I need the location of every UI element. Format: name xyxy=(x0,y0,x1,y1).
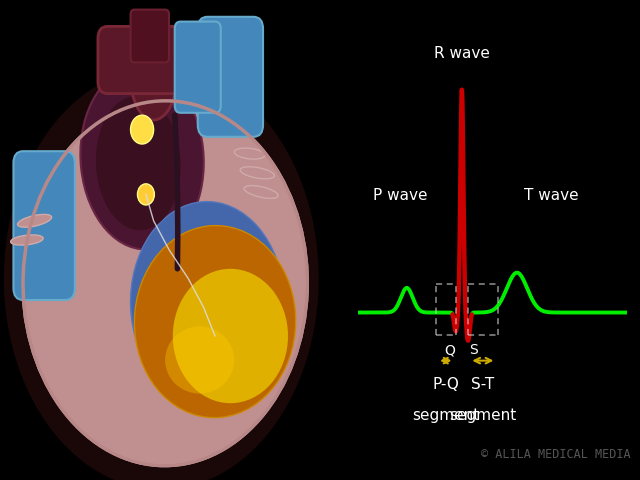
Ellipse shape xyxy=(4,67,319,480)
Ellipse shape xyxy=(234,148,265,159)
Ellipse shape xyxy=(23,101,307,466)
Text: segment: segment xyxy=(449,408,516,422)
Text: P-Q: P-Q xyxy=(433,377,459,392)
FancyBboxPatch shape xyxy=(198,17,263,137)
Text: © ALILA MEDICAL MEDIA: © ALILA MEDICAL MEDIA xyxy=(481,448,630,461)
Ellipse shape xyxy=(240,167,275,179)
Text: Q: Q xyxy=(444,343,455,357)
FancyBboxPatch shape xyxy=(175,22,221,113)
FancyBboxPatch shape xyxy=(131,10,169,62)
Ellipse shape xyxy=(11,235,43,245)
Ellipse shape xyxy=(134,226,296,418)
Ellipse shape xyxy=(81,68,204,249)
Ellipse shape xyxy=(131,202,284,403)
Text: S-T: S-T xyxy=(471,377,495,392)
Text: S: S xyxy=(469,343,478,357)
Text: segment: segment xyxy=(412,408,479,422)
FancyBboxPatch shape xyxy=(98,26,186,94)
Text: P wave: P wave xyxy=(373,188,428,203)
Ellipse shape xyxy=(96,96,180,230)
Ellipse shape xyxy=(173,269,288,403)
Ellipse shape xyxy=(131,34,177,120)
Ellipse shape xyxy=(244,186,278,198)
FancyBboxPatch shape xyxy=(13,151,75,300)
Circle shape xyxy=(131,115,154,144)
Ellipse shape xyxy=(165,326,234,394)
Text: R wave: R wave xyxy=(434,46,490,60)
Circle shape xyxy=(138,184,154,205)
Text: T wave: T wave xyxy=(524,188,579,203)
Ellipse shape xyxy=(17,215,52,227)
